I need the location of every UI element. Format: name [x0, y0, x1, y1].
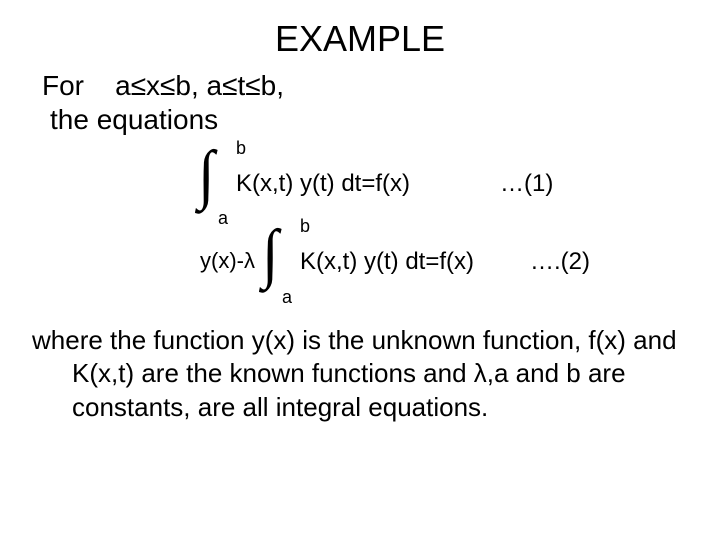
equation-area: b ∫ a K(x,t) y(t) dt=f(x) …(1) y(x)-λ b … [0, 136, 720, 316]
eq2-integral-icon: ∫ [262, 220, 278, 286]
eq1-lower-limit: a [218, 208, 228, 229]
eq1-upper-limit: b [236, 138, 246, 159]
eq2-tag: ….(2) [530, 248, 590, 276]
eq1-tag: …(1) [500, 170, 553, 198]
equations-line: the equations [50, 104, 720, 136]
eq1-body: K(x,t) y(t) dt=f(x) [236, 170, 410, 198]
eq2-lower-limit: a [282, 287, 292, 308]
eq1-integral-icon: ∫ [198, 141, 214, 207]
explanation-text: where the function y(x) is the unknown f… [72, 324, 688, 424]
eq2-prefix: y(x)-λ [200, 248, 255, 274]
for-line: For a≤x≤b, a≤t≤b, [42, 70, 720, 102]
eq2-upper-limit: b [300, 216, 310, 237]
eq2-body: K(x,t) y(t) dt=f(x) [300, 248, 474, 276]
page-title: EXAMPLE [0, 18, 720, 60]
